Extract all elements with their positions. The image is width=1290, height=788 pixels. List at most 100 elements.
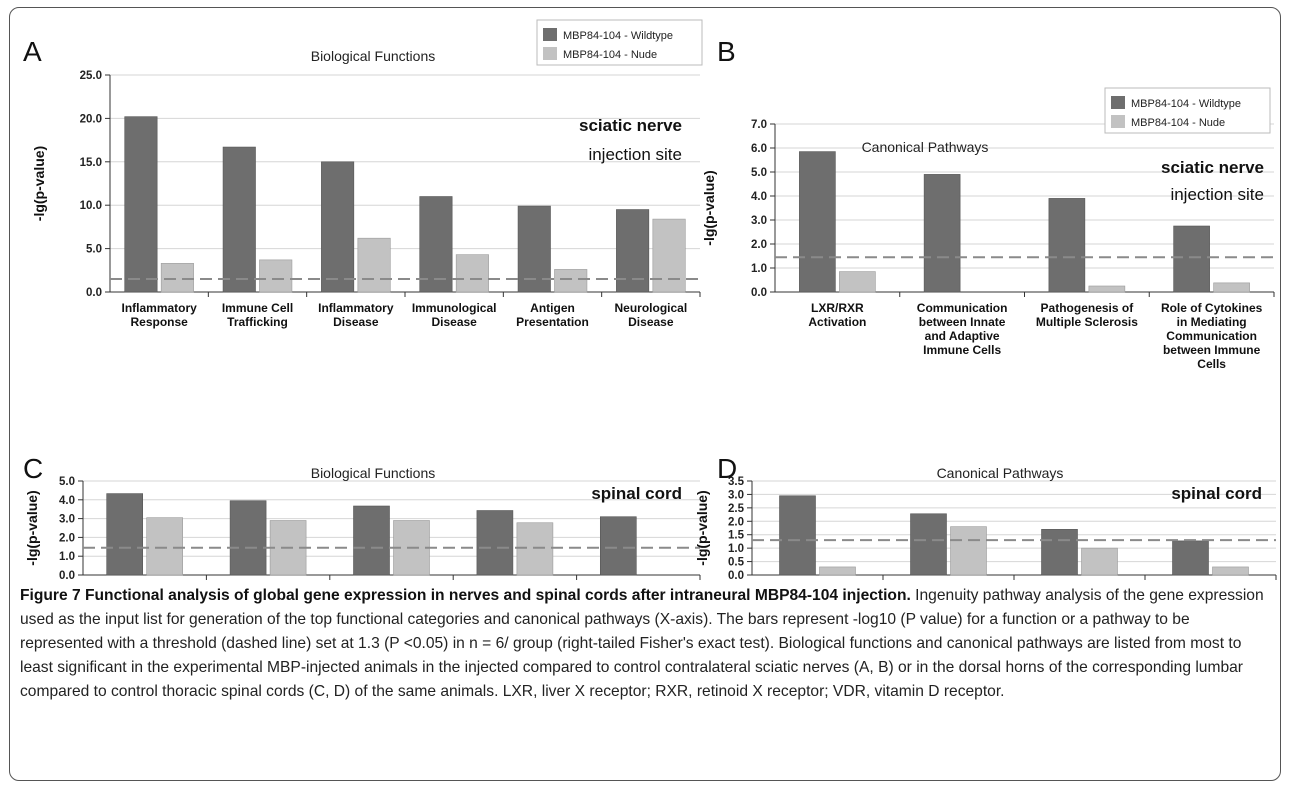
panel-a-category-label: Disease (628, 315, 674, 329)
panel-a-bar-nude (554, 269, 588, 293)
panel-b-y-axis-label: -lg(p-value) (701, 170, 717, 245)
panel-b-category-label: Activation (808, 315, 866, 329)
panel-d-bar-nude (950, 526, 987, 576)
panel-a-y-tick-label: 5.0 (86, 244, 102, 256)
panel-b-category-label: between Immune (1163, 343, 1261, 357)
panel-c-bar-nude (146, 517, 183, 576)
panel-b-legend-label-nude: MBP84-104 - Nude (1131, 117, 1225, 129)
panel-b-legend-swatch-nude (1111, 115, 1125, 128)
panel-d-bar-wildtype (1172, 540, 1209, 576)
panel-a-bar-wildtype (222, 146, 256, 293)
panel-a-bar-nude (160, 263, 194, 293)
panel-a-bar-nude (652, 218, 686, 293)
panel-b-y-tick-label: 2.0 (751, 239, 767, 251)
panel-a-y-tick-label: 10.0 (80, 200, 102, 212)
panel-c-bar-wildtype (106, 493, 143, 576)
panel-b-annotation: sciatic nerve (1161, 158, 1264, 177)
panel-c-y-axis-label: -lg(p-value) (24, 490, 40, 565)
caption-body: Ingenuity pathway analysis of the gene e… (20, 587, 1264, 700)
panel-b-category-label: and Adaptive (925, 329, 1000, 343)
panel-b-y-tick-label: 3.0 (751, 215, 767, 227)
panel-b-y-tick-label: 1.0 (751, 263, 767, 275)
panel-c-title: Biological Functions (311, 465, 436, 481)
panel-a-category-label: Inflammatory (318, 301, 394, 315)
panel-c-bar-wildtype (599, 516, 637, 576)
panel-a-category-label: Immunological (412, 301, 497, 315)
panel-d-y-tick-label: 0.5 (728, 557, 745, 569)
panel-a-y-axis-label: -lg(p-value) (31, 146, 47, 221)
panel-b-category-label: Communication (917, 301, 1008, 315)
panel-b-bar-wildtype (799, 151, 836, 293)
panel-c-bar-wildtype (229, 500, 267, 576)
panel-a-letter: A (23, 36, 42, 67)
panel-c-y-tick-label: 0.0 (59, 570, 75, 582)
panel-c-y-tick-label: 2.0 (59, 532, 75, 544)
panel-d-title: Canonical Pathways (937, 465, 1064, 481)
panel-b-category-label: between Innate (919, 315, 1006, 329)
panel-c-y-tick-label: 4.0 (59, 495, 75, 507)
panel-b-legend-box (1104, 87, 1271, 134)
panel-a-category-label: Neurological (614, 301, 687, 315)
panel-a-legend-label-wildtype: MBP84-104 - Wildtype (563, 30, 673, 42)
panel-b-bar-wildtype (923, 174, 961, 293)
panel-b-title: Canonical Pathways (862, 139, 989, 155)
panel-a-category-label: Presentation (516, 315, 589, 329)
panel-a-legend-box (536, 19, 703, 66)
panel-c-bar-wildtype (476, 510, 514, 576)
panel-d-bar-nude (819, 566, 856, 576)
panel-b-letter: B (717, 36, 736, 67)
panel-c-y-tick-label: 3.0 (59, 514, 75, 526)
panel-b-category-label: Communication (1166, 329, 1257, 343)
panel-c-category-label: Inflammatory (107, 583, 183, 584)
panel-a-y-tick-label: 15.0 (80, 157, 102, 169)
panel-b-bar-nude (839, 271, 876, 293)
panel-b-y-tick-label: 5.0 (751, 167, 767, 179)
panel-a-category-label: Response (130, 315, 188, 329)
panel-a-y-tick-label: 20.0 (80, 113, 102, 125)
panel-c-category-label: Infectious Disease (586, 583, 692, 584)
panel-a-bar-wildtype (124, 116, 158, 293)
panel-d-y-tick-label: 0.0 (728, 570, 744, 582)
panel-d-annotation: spinal cord (1171, 484, 1262, 503)
panel-d-y-tick-label: 1.5 (728, 530, 745, 542)
panel-b-category-label: Immune Cells (923, 343, 1001, 357)
panel-b-category-label: Multiple Sclerosis (1036, 315, 1138, 329)
panel-a-bar-nude (259, 259, 293, 293)
panel-b-bar-nude (1213, 282, 1250, 293)
panel-b-bar-wildtype (1173, 225, 1210, 293)
panel-d-category-label: Calcium Signaling (896, 583, 1000, 584)
panel-a-bar-nude (455, 254, 489, 293)
panel-d-category-label: LXR/RXR (1184, 583, 1237, 584)
panel-a-annotation: injection site (588, 145, 682, 164)
panel-d-bar-nude (1081, 547, 1118, 576)
panel-c-y-tick-label: 5.0 (59, 476, 75, 488)
panel-c-bar-wildtype (353, 505, 390, 576)
panel-d-letter: D (717, 453, 737, 484)
panel-c-bar-nude (516, 522, 554, 576)
panel-b-legend-label-wildtype: MBP84-104 - Wildtype (1131, 98, 1241, 110)
panel-d-bar-nude (1212, 566, 1249, 576)
panel-a-title: Biological Functions (311, 48, 436, 64)
panel-b-category-label: in Mediating (1177, 315, 1247, 329)
panel-d-y-tick-label: 1.0 (728, 543, 744, 555)
panel-c-category-label: Inflammatory (477, 583, 553, 584)
panel-a-category-label: Antigen (530, 301, 575, 315)
panel-a-y-tick-label: 0.0 (86, 287, 102, 299)
panel-c-category-label: Immune Cell (232, 583, 303, 584)
panel-a-legend-label-nude: MBP84-104 - Nude (563, 49, 657, 61)
panel-a-category-label: Inflammatory (121, 301, 197, 315)
panel-a-legend-swatch-nude (543, 47, 557, 60)
panel-d-y-tick-label: 2.5 (728, 503, 745, 515)
panel-b-y-tick-label: 7.0 (751, 119, 767, 131)
panel-d-y-tick-label: 3.0 (728, 489, 744, 501)
panel-b-y-tick-label: 4.0 (751, 191, 767, 203)
panel-b-y-tick-label: 6.0 (751, 143, 767, 155)
panel-a-bar-nude (357, 237, 391, 293)
figure-frame (9, 7, 1281, 781)
panel-a-bar-wildtype (419, 196, 453, 293)
panel-d-bar-wildtype (910, 513, 947, 576)
panel-b-legend-swatch-wildtype (1111, 96, 1125, 109)
panel-d-y-tick-label: 3.5 (728, 476, 745, 488)
panel-b-category-label: Pathogenesis of (1041, 301, 1135, 315)
panel-b-category-label: Role of Cytokines (1161, 301, 1263, 315)
